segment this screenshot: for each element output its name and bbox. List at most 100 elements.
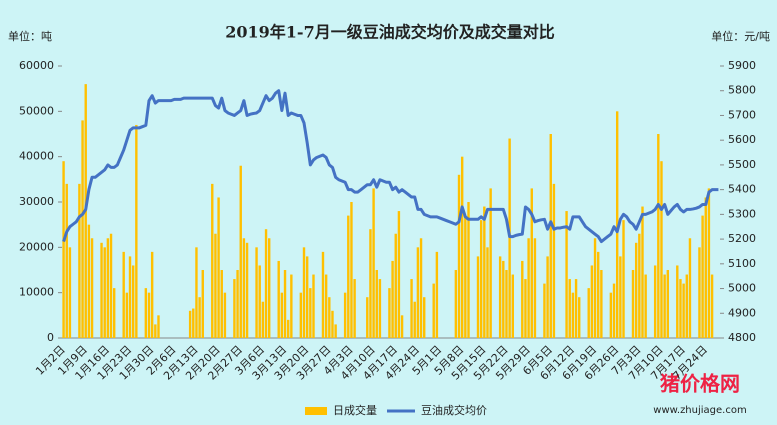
legend-label: 日成交量	[333, 403, 377, 417]
bar	[578, 297, 581, 338]
bar	[419, 238, 423, 338]
bar	[261, 301, 265, 338]
bar	[378, 279, 382, 338]
bar	[521, 260, 524, 338]
line	[62, 89, 719, 244]
y2-tick-label: 4900	[728, 306, 756, 319]
bar	[347, 215, 350, 338]
bar	[688, 238, 692, 338]
bar	[467, 202, 470, 338]
bar	[245, 242, 249, 338]
bar	[100, 242, 103, 338]
bar	[638, 233, 641, 338]
bar	[653, 265, 657, 338]
bar	[498, 256, 502, 338]
bar	[397, 211, 401, 338]
y2-tick-label: 5800	[728, 84, 756, 97]
bar	[432, 283, 435, 338]
bar	[698, 247, 701, 338]
bar	[350, 202, 353, 338]
bar	[593, 238, 597, 338]
watermark-site: 猪价格网	[660, 372, 740, 396]
bar	[154, 324, 157, 338]
bar	[128, 256, 132, 338]
y-tick-label: 50000	[19, 104, 54, 117]
y-unit: 单位：吨	[8, 29, 52, 43]
bar	[549, 134, 552, 338]
bar	[331, 310, 334, 338]
bar	[309, 288, 312, 338]
bar	[508, 138, 511, 338]
bar	[305, 256, 309, 338]
bar	[233, 279, 236, 338]
bar	[631, 270, 635, 338]
bar	[505, 270, 508, 338]
bar	[211, 183, 214, 338]
y2-tick-label: 5600	[728, 133, 756, 146]
bar	[600, 270, 603, 338]
bar	[268, 238, 271, 338]
y2-tick-label: 5000	[728, 282, 756, 295]
bar	[685, 274, 688, 338]
bar	[682, 283, 685, 338]
bar	[369, 229, 372, 338]
bar	[483, 206, 486, 338]
bar	[188, 310, 192, 338]
bar	[157, 315, 160, 338]
bar	[220, 270, 223, 338]
legend-label: 豆油成交均价	[421, 403, 487, 417]
bar	[299, 292, 303, 338]
bar	[590, 265, 594, 338]
bar	[255, 247, 258, 338]
y-tick-label: 40000	[19, 150, 54, 163]
y2-tick-label: 4800	[728, 331, 756, 344]
y2-tick-label: 5700	[728, 108, 756, 121]
bar	[587, 288, 590, 338]
bar	[565, 211, 568, 338]
y-tick-label: 30000	[19, 195, 54, 208]
bar	[457, 174, 461, 338]
chart-title: 2019年1-7月一级豆油成交均价及成交量对比	[225, 23, 554, 42]
bar	[511, 274, 514, 338]
bar	[353, 279, 356, 338]
bar	[122, 251, 125, 338]
bar	[410, 279, 413, 338]
bar	[530, 188, 533, 338]
bar	[290, 274, 293, 338]
bar	[343, 292, 347, 338]
bar	[217, 197, 220, 338]
bar	[201, 270, 204, 338]
bar	[660, 161, 663, 338]
bar	[622, 220, 625, 338]
bar	[277, 260, 280, 338]
bar	[125, 292, 129, 338]
bar	[479, 220, 483, 338]
bar	[679, 279, 682, 338]
bar	[657, 134, 660, 338]
bar	[663, 274, 666, 338]
y-tick-label: 10000	[19, 286, 54, 299]
bar	[574, 279, 578, 338]
bar	[198, 297, 201, 338]
bar	[533, 238, 537, 338]
legend-swatch	[305, 407, 327, 415]
bar	[302, 247, 306, 338]
bar	[366, 297, 369, 338]
bar	[634, 242, 638, 338]
bar	[527, 238, 530, 338]
bar	[334, 324, 337, 338]
bar	[568, 279, 571, 338]
bar	[242, 238, 246, 338]
bar	[609, 292, 613, 338]
bar	[195, 247, 198, 338]
bar	[423, 297, 426, 338]
bar	[543, 283, 546, 338]
bar	[416, 247, 420, 338]
y-tick-label: 20000	[19, 240, 54, 253]
bar	[502, 260, 505, 338]
bar	[264, 229, 268, 338]
bar	[464, 215, 467, 338]
bar	[571, 292, 575, 338]
bar	[489, 188, 492, 338]
bar	[68, 247, 72, 338]
